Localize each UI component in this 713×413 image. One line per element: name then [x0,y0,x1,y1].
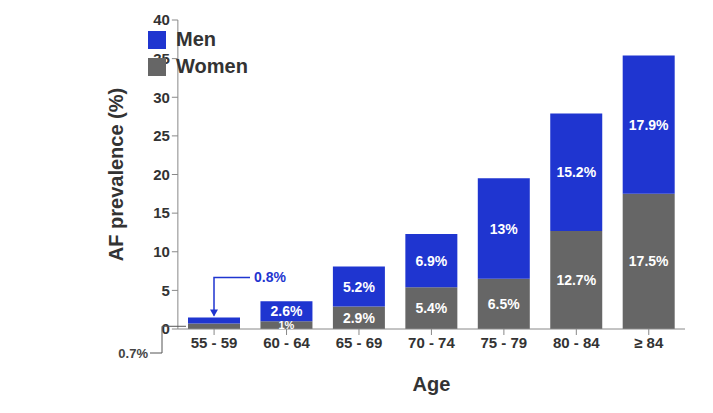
svg-text:30: 30 [153,89,170,106]
svg-text:65 - 69: 65 - 69 [336,334,383,351]
svg-text:15.2%: 15.2% [556,164,596,180]
html-text:Men: Men [176,28,216,50]
svg-text:5.2%: 5.2% [343,279,375,295]
svg-text:5.4%: 5.4% [415,300,447,316]
svg-text:10: 10 [153,243,170,260]
svg-text:35: 35 [153,50,170,67]
svg-text:17.5%: 17.5% [629,253,669,269]
svg-text:55 - 59: 55 - 59 [191,334,238,351]
svg-text:Age: Age [413,373,451,395]
svg-text:60 - 64: 60 - 64 [263,334,310,351]
html-text:Women: Women [176,55,248,77]
svg-text:0.8%: 0.8% [254,269,286,285]
svg-text:12.7%: 12.7% [556,272,596,288]
svg-text:2.6%: 2.6% [270,303,302,319]
svg-text:0.7%: 0.7% [118,346,148,361]
svg-text:80 - 84: 80 - 84 [553,334,600,351]
svg-text:6.5%: 6.5% [488,296,520,312]
svg-text:6.9%: 6.9% [415,253,447,269]
svg-text:AF prevalence (%): AF prevalence (%) [105,88,127,261]
svg-text:15: 15 [153,204,170,221]
svg-text:20: 20 [153,166,170,183]
svg-text:40: 40 [153,11,170,28]
svg-text:0: 0 [162,320,170,337]
svg-text:2.9%: 2.9% [343,310,375,326]
svg-text:1%: 1% [278,319,294,331]
svg-text:13%: 13% [490,221,519,237]
svg-text:5: 5 [162,282,170,299]
svg-text:25: 25 [153,127,170,144]
svg-text:17.9%: 17.9% [629,117,669,133]
svg-text:70 - 74: 70 - 74 [408,334,455,351]
svg-text:≥ 84: ≥ 84 [634,334,664,351]
svg-text:75 - 79: 75 - 79 [481,334,528,351]
